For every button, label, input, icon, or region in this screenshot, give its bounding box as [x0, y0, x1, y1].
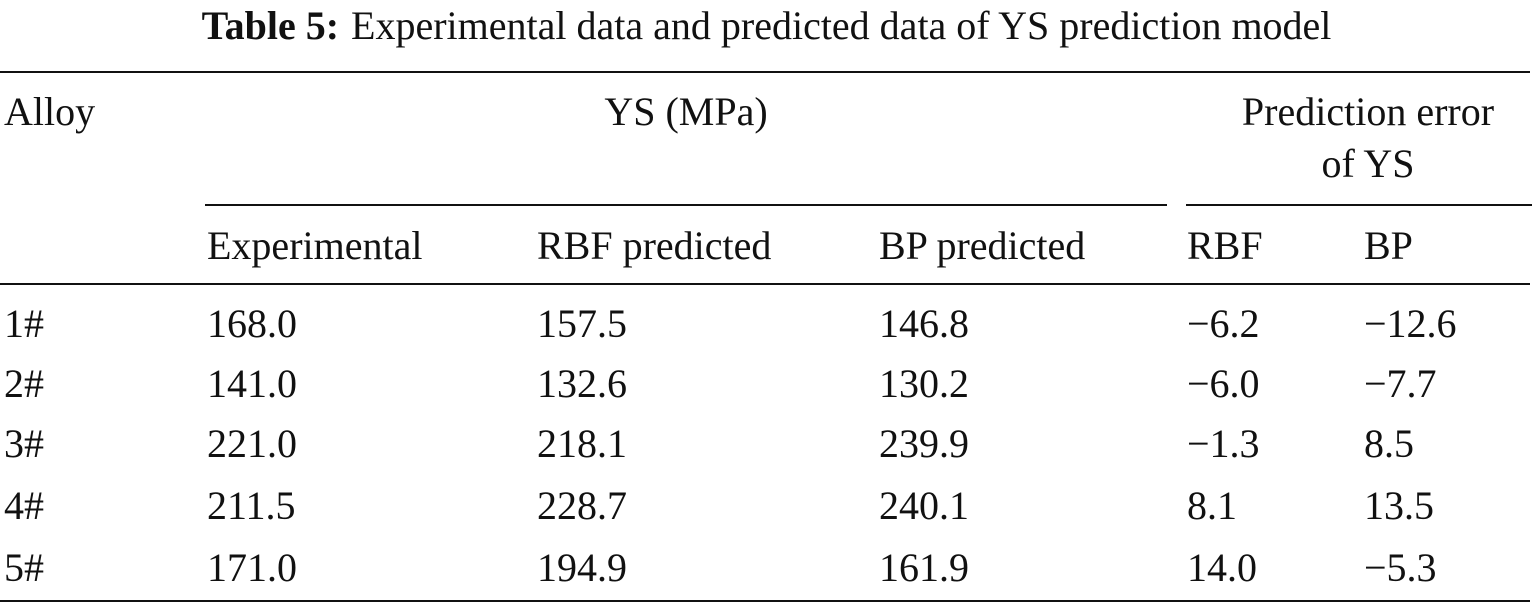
header-error-group-line2: of YS: [1321, 141, 1415, 186]
cell-experimental: 168.0: [207, 301, 297, 346]
cell-rbf-predicted: 157.5: [537, 301, 627, 346]
header-bottom-rule: [0, 283, 1530, 285]
top-rule: [0, 71, 1530, 73]
header-rbf-predicted: RBF predicted: [537, 223, 772, 268]
header-rbf-error: RBF: [1187, 223, 1263, 268]
cell-rbf-predicted: 132.6: [537, 361, 627, 406]
ys-group-rule: [205, 204, 1167, 206]
cell-alloy: 5#: [4, 545, 44, 590]
cell-experimental: 171.0: [207, 545, 297, 590]
cell-rbf-error: −1.3: [1187, 421, 1260, 466]
cell-bp-predicted: 240.1: [879, 483, 969, 528]
cell-alloy: 3#: [4, 421, 44, 466]
cell-rbf-predicted: 228.7: [537, 483, 627, 528]
header-experimental: Experimental: [207, 223, 423, 268]
header-bp-predicted: BP predicted: [879, 223, 1086, 268]
cell-bp-predicted: 146.8: [879, 301, 969, 346]
table-caption-text: Experimental data and predicted data of …: [351, 3, 1332, 48]
cell-experimental: 221.0: [207, 421, 297, 466]
header-alloy: Alloy: [4, 89, 96, 134]
cell-bp-error: 8.5: [1364, 421, 1414, 466]
cell-alloy: 2#: [4, 361, 44, 406]
cell-rbf-error: −6.0: [1187, 361, 1260, 406]
error-group-rule: [1186, 204, 1532, 206]
bottom-rule: [0, 600, 1530, 602]
header-bp-error: BP: [1364, 223, 1413, 268]
cell-rbf-predicted: 218.1: [537, 421, 627, 466]
cell-bp-error: −7.7: [1364, 361, 1437, 406]
cell-rbf-error: 14.0: [1187, 545, 1257, 590]
cell-experimental: 141.0: [207, 361, 297, 406]
cell-experimental: 211.5: [207, 483, 296, 528]
cell-alloy: 1#: [4, 301, 44, 346]
cell-bp-error: −5.3: [1364, 545, 1437, 590]
cell-bp-predicted: 130.2: [879, 361, 969, 406]
header-error-group-line1: Prediction error: [1241, 89, 1495, 134]
cell-bp-error: 13.5: [1364, 483, 1434, 528]
cell-rbf-predicted: 194.9: [537, 545, 627, 590]
table-caption-label: Table 5:: [201, 3, 340, 48]
cell-bp-predicted: 239.9: [879, 421, 969, 466]
header-ys-group: YS (MPa): [604, 89, 768, 134]
cell-bp-predicted: 161.9: [879, 545, 969, 590]
cell-rbf-error: 8.1: [1187, 483, 1237, 528]
cell-rbf-error: −6.2: [1187, 301, 1260, 346]
table-caption: Table 5: Experimental data and predicted …: [0, 2, 1533, 50]
cell-alloy: 4#: [4, 483, 44, 528]
cell-bp-error: −12.6: [1364, 301, 1457, 346]
